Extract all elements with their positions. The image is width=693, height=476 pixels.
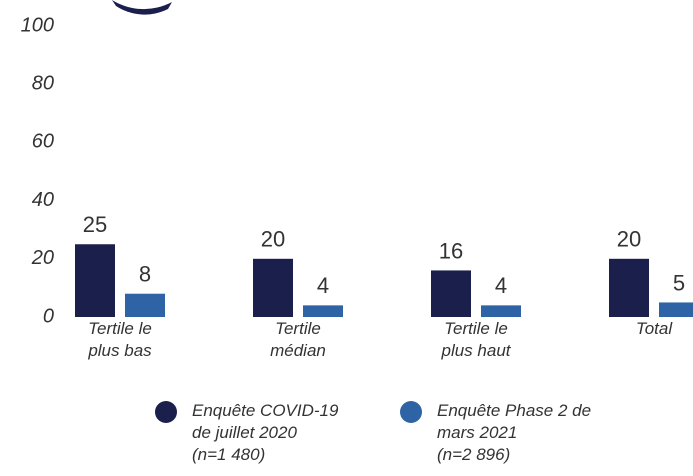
bar [481,305,521,317]
legend-label: Enquête Phase 2 de mars 2021 (n=2 896) [437,401,592,464]
y-tick-label: 60 [32,131,54,153]
bar [125,293,165,317]
legend-marker [155,401,177,423]
bar [303,305,343,317]
bar [75,244,115,317]
x-tick-label: Tertile médian [270,319,326,360]
data-label: 5 [673,270,685,295]
legend-label: Enquête COVID-19 de juillet 2020 (n=1 48… [192,401,339,464]
bar [431,270,471,317]
x-tick-label: Total [635,319,673,338]
data-label: 4 [317,273,329,298]
bar [659,302,693,317]
bar [609,258,649,317]
decoration [112,0,172,15]
legend-marker [400,401,422,423]
data-label: 4 [495,273,507,298]
x-tick-label: Tertile le plus bas [88,319,152,360]
y-tick-label: 100 [21,14,54,36]
y-tick-label: 80 [32,72,54,94]
data-label: 8 [139,262,151,287]
x-tick-label: Tertile le plus haut [441,319,511,360]
data-label: 20 [261,227,285,252]
bar [253,258,293,317]
y-tick-label: 40 [32,189,54,211]
data-label: 16 [439,238,463,263]
y-tick-label: 0 [43,305,54,327]
data-label: 20 [617,227,641,252]
data-label: 25 [83,212,107,237]
y-tick-label: 20 [31,247,54,269]
